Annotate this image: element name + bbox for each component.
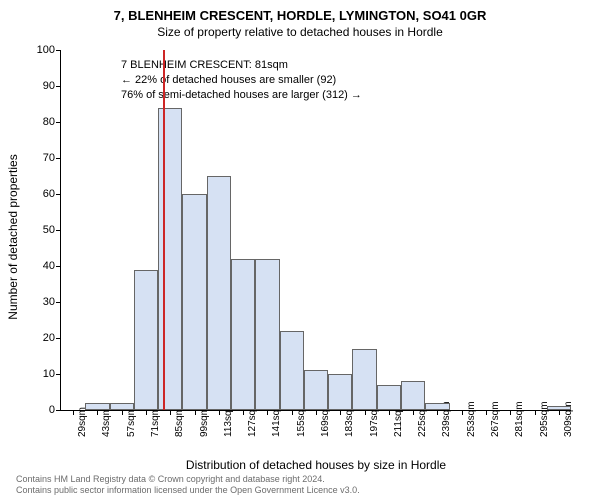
- x-tick-label: 71sqm: [150, 407, 161, 437]
- y-tick-mark: [56, 338, 61, 339]
- x-tick-mark: [292, 410, 293, 415]
- y-tick-mark: [56, 158, 61, 159]
- x-tick-mark: [486, 410, 487, 415]
- footer-line-2: Contains public sector information licen…: [16, 485, 360, 496]
- x-tick-label: 253sqm: [466, 401, 477, 437]
- x-tick-mark: [73, 410, 74, 415]
- x-tick-label: 267sqm: [490, 401, 501, 437]
- x-tick-mark: [389, 410, 390, 415]
- y-tick-mark: [56, 194, 61, 195]
- histogram-bar: [231, 259, 255, 410]
- x-tick-mark: [267, 410, 268, 415]
- histogram-bar: [85, 403, 109, 410]
- histogram-bar: [304, 370, 328, 410]
- x-tick-mark: [170, 410, 171, 415]
- x-tick-label: 99sqm: [199, 407, 210, 437]
- histogram-bar: [255, 259, 279, 410]
- x-tick-label: 43sqm: [101, 407, 112, 437]
- chart-title: 7, BLENHEIM CRESCENT, HORDLE, LYMINGTON,…: [0, 0, 600, 23]
- y-tick-label: 70: [21, 152, 55, 164]
- x-tick-mark: [195, 410, 196, 415]
- y-tick-label: 50: [21, 224, 55, 236]
- histogram-bar: [134, 270, 158, 410]
- y-tick-label: 90: [21, 80, 55, 92]
- x-tick-mark: [510, 410, 511, 415]
- histogram-bar: [207, 176, 231, 410]
- y-tick-label: 20: [21, 332, 55, 344]
- x-tick-mark: [316, 410, 317, 415]
- y-tick-mark: [56, 122, 61, 123]
- y-tick-mark: [56, 374, 61, 375]
- reference-line: [163, 50, 165, 410]
- histogram-bar: [158, 108, 182, 410]
- info-line-2: ← 22% of detached houses are smaller (92…: [121, 73, 362, 88]
- footer-line-1: Contains HM Land Registry data © Crown c…: [16, 474, 360, 485]
- histogram-bar: [328, 374, 352, 410]
- histogram-bar: [401, 381, 425, 410]
- x-tick-label: 57sqm: [126, 407, 137, 437]
- x-tick-label: 85sqm: [174, 407, 185, 437]
- y-tick-label: 80: [21, 116, 55, 128]
- y-tick-mark: [56, 266, 61, 267]
- footer-attribution: Contains HM Land Registry data © Crown c…: [16, 474, 360, 497]
- x-tick-mark: [219, 410, 220, 415]
- x-tick-mark: [437, 410, 438, 415]
- x-tick-mark: [243, 410, 244, 415]
- x-tick-mark: [97, 410, 98, 415]
- y-tick-label: 0: [21, 404, 55, 416]
- histogram-bar: [182, 194, 206, 410]
- info-line-3: 76% of semi-detached houses are larger (…: [121, 88, 362, 103]
- x-tick-mark: [462, 410, 463, 415]
- y-tick-label: 40: [21, 260, 55, 272]
- x-tick-mark: [535, 410, 536, 415]
- chart-subtitle: Size of property relative to detached ho…: [0, 23, 600, 39]
- y-tick-mark: [56, 410, 61, 411]
- y-tick-mark: [56, 302, 61, 303]
- y-tick-label: 30: [21, 296, 55, 308]
- y-tick-mark: [56, 50, 61, 51]
- x-tick-mark: [365, 410, 366, 415]
- x-tick-mark: [146, 410, 147, 415]
- x-tick-mark: [559, 410, 560, 415]
- histogram-bar: [110, 403, 134, 410]
- x-tick-mark: [340, 410, 341, 415]
- info-line-1: 7 BLENHEIM CRESCENT: 81sqm: [121, 58, 362, 73]
- chart-container: 7, BLENHEIM CRESCENT, HORDLE, LYMINGTON,…: [0, 0, 600, 500]
- x-axis-label: Distribution of detached houses by size …: [186, 458, 446, 472]
- x-tick-label: 29sqm: [77, 407, 88, 437]
- y-tick-mark: [56, 230, 61, 231]
- histogram-bar: [425, 403, 449, 410]
- histogram-bar: [352, 349, 376, 410]
- info-box: 7 BLENHEIM CRESCENT: 81sqm ← 22% of deta…: [121, 58, 362, 103]
- plot-area: Number of detached properties Distributi…: [60, 50, 571, 411]
- x-tick-label: 281sqm: [514, 401, 525, 437]
- x-tick-mark: [122, 410, 123, 415]
- y-tick-label: 10: [21, 368, 55, 380]
- y-tick-label: 100: [21, 44, 55, 56]
- x-tick-mark: [413, 410, 414, 415]
- histogram-bar: [547, 406, 571, 410]
- histogram-bar: [377, 385, 401, 410]
- y-tick-label: 60: [21, 188, 55, 200]
- y-tick-mark: [56, 86, 61, 87]
- histogram-bar: [280, 331, 304, 410]
